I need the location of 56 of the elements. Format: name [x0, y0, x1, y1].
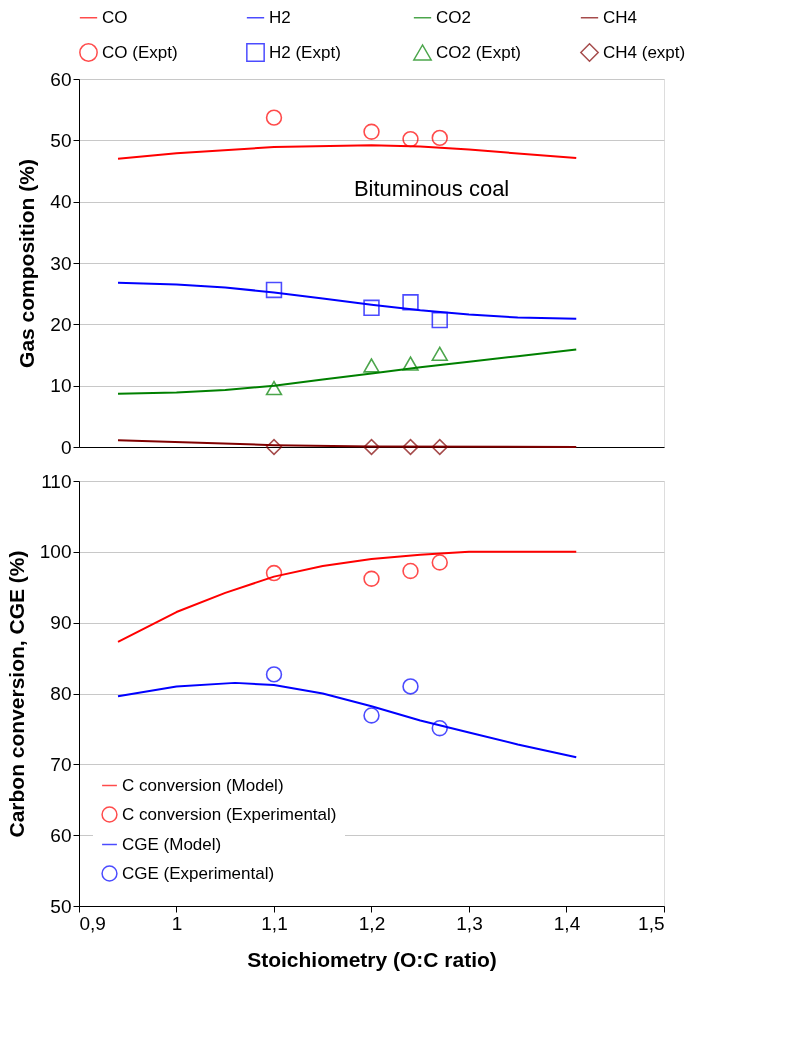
y-tick-label: 10	[50, 375, 72, 397]
y-tick-label: 50	[50, 129, 72, 151]
x-axis-title: Stoichiometry (O:C ratio)	[247, 947, 497, 971]
legend-label: CO	[102, 7, 128, 27]
y-tick-label: 40	[50, 191, 72, 213]
point	[265, 380, 283, 396]
y-tick-label: 100	[39, 541, 72, 563]
point	[363, 299, 380, 316]
x-tick-label: 1	[171, 912, 183, 934]
legend-label: C conversion (Model)	[122, 775, 284, 795]
point	[431, 129, 448, 147]
x-tick-label: 1,2	[358, 912, 386, 934]
point	[363, 438, 380, 456]
y-axis-title: Carbon conversion, CGE (%)	[4, 550, 28, 838]
y-tick-label: 70	[50, 753, 72, 775]
y-tick-label: 60	[50, 824, 72, 846]
y-tick-label: 50	[50, 895, 72, 917]
point	[363, 123, 380, 140]
legend-label: H2 (Expt)	[269, 42, 341, 62]
point	[402, 356, 419, 371]
legend-label: C conversion (Experimental)	[122, 804, 337, 824]
y-tick-label: 80	[50, 683, 72, 704]
point	[402, 130, 419, 148]
x-tick-label: 1,5	[638, 912, 665, 934]
legend-label: CH4 (expt)	[603, 42, 686, 62]
legend-label: CGE (Experimental)	[122, 863, 275, 883]
legend-label: H2	[269, 7, 291, 27]
point	[265, 109, 283, 126]
y-tick-label: 60	[50, 68, 72, 90]
x-tick-label: 0,9	[79, 912, 106, 934]
point	[402, 438, 419, 456]
y-tick-label: 110	[41, 470, 72, 492]
legend-label: CO2	[436, 7, 471, 27]
annotation: Bituminous coal	[353, 176, 510, 202]
y-axis-title: Gas composition (%)	[15, 159, 39, 368]
x-tick-label: 1,4	[553, 912, 581, 934]
y-tick-label: 90	[50, 612, 72, 634]
line-series	[117, 348, 578, 395]
point	[363, 358, 380, 373]
line-series	[117, 681, 578, 759]
legend-label: CO (Expt)	[102, 42, 178, 62]
point	[431, 311, 448, 329]
legend-label: CO2 (Expt)	[436, 42, 522, 62]
legend-label: CH4	[603, 7, 638, 27]
y-tick-label: 0	[60, 436, 72, 458]
point	[431, 346, 448, 361]
line-series	[117, 550, 578, 643]
x-tick-label: 1,3	[456, 912, 483, 934]
legend-label: CGE (Model)	[122, 834, 222, 854]
y-tick-label: 20	[50, 313, 72, 335]
point	[431, 438, 448, 456]
point	[265, 438, 283, 456]
x-tick-label: 1,1	[261, 912, 288, 934]
point	[402, 294, 419, 311]
y-tick-label: 30	[50, 252, 72, 274]
point	[265, 281, 283, 299]
